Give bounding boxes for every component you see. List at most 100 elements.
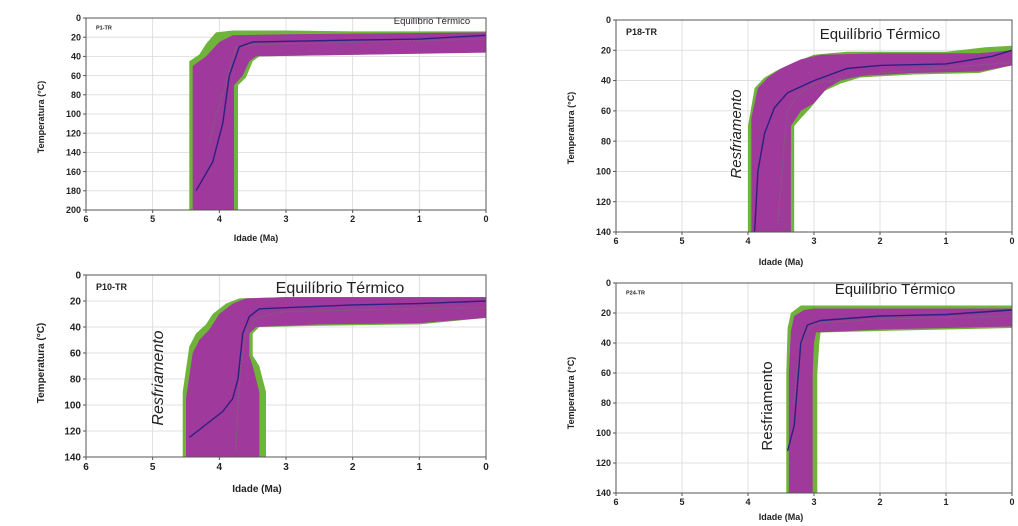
y-tick-label: 140 xyxy=(596,227,611,237)
purple-envelope xyxy=(186,297,486,457)
x-axis-label: Idade (Ma) xyxy=(759,257,804,267)
y-tick-label: 100 xyxy=(64,401,81,412)
x-tick-label: 6 xyxy=(613,497,618,507)
y-tick-label: 20 xyxy=(71,32,81,42)
x-tick-label: 0 xyxy=(483,462,489,473)
envelopes xyxy=(182,297,486,457)
panel-label: P18-TR xyxy=(626,27,658,37)
y-tick-label: 0 xyxy=(75,271,81,282)
best-path-line xyxy=(195,34,486,192)
envelopes xyxy=(748,45,1012,232)
x-tick-label: 4 xyxy=(745,236,750,246)
best-path-line xyxy=(786,309,1012,452)
annotation-cooling: Resfriamento xyxy=(759,361,776,450)
x-tick-label: 3 xyxy=(283,214,288,224)
y-tick-label: 40 xyxy=(601,76,611,86)
x-tick-label: 6 xyxy=(613,236,618,246)
y-tick-label: 40 xyxy=(71,52,81,62)
envelopes xyxy=(786,305,1012,493)
y-tick-label: 120 xyxy=(596,458,611,468)
y-tick-label: 100 xyxy=(66,109,81,119)
mean-path-line xyxy=(793,315,1012,404)
purple-envelope xyxy=(788,308,1012,493)
x-tick-label: 0 xyxy=(483,214,488,224)
x-tick-label: 4 xyxy=(745,497,750,507)
y-tick-label: 60 xyxy=(70,349,82,360)
annotation-thermal-equilibrium: Equilíbrio Térmico xyxy=(820,26,941,43)
panel-label: P1-TR xyxy=(96,26,112,32)
x-tick-label: 1 xyxy=(417,462,423,473)
y-tick-label: 0 xyxy=(606,278,611,288)
y-tick-label: 140 xyxy=(64,453,81,464)
x-tick-label: 5 xyxy=(150,214,155,224)
best-path-line xyxy=(188,300,486,439)
y-tick-label: 120 xyxy=(596,197,611,207)
y-tick-label: 0 xyxy=(606,15,611,25)
x-tick-label: 2 xyxy=(877,497,882,507)
panel-label: P10-TR xyxy=(96,282,128,292)
mean-path-line xyxy=(235,307,486,451)
x-tick-label: 3 xyxy=(283,462,289,473)
x-axis-label: Idade (Ma) xyxy=(759,512,804,522)
y-axis-label: Temperatura (°C) xyxy=(36,323,47,404)
y-axis-label: Temperatura (°C) xyxy=(566,357,576,429)
y-axis-label: Temperatura (°C) xyxy=(36,81,46,153)
x-tick-label: 0 xyxy=(1009,497,1014,507)
envelopes xyxy=(189,30,486,210)
y-tick-label: 120 xyxy=(64,427,81,438)
x-tick-label: 5 xyxy=(150,462,156,473)
y-tick-label: 80 xyxy=(601,136,611,146)
x-tick-label: 4 xyxy=(217,462,223,473)
mean-path-line xyxy=(777,61,1012,225)
y-tick-label: 180 xyxy=(66,186,81,196)
purple-envelope xyxy=(192,32,486,210)
x-tick-label: 0 xyxy=(1009,236,1014,246)
x-tick-label: 1 xyxy=(943,497,948,507)
y-tick-label: 120 xyxy=(66,128,81,138)
y-tick-label: 0 xyxy=(76,13,81,23)
y-tick-label: 80 xyxy=(71,90,81,100)
purple-envelope xyxy=(751,50,1012,232)
y-tick-label: 140 xyxy=(66,148,81,158)
annotation-cooling: Resfriamento xyxy=(150,330,167,425)
y-tick-label: 60 xyxy=(71,71,81,81)
annotation-thermal-equilibrium: Equilíbrio Térmico xyxy=(835,281,956,298)
y-tick-label: 140 xyxy=(596,488,611,498)
annotation-thermal-equilibrium: Equilíbrio Térmico xyxy=(276,280,405,297)
y-tick-label: 40 xyxy=(601,338,611,348)
x-axis-label: Idade (Ma) xyxy=(232,484,281,495)
y-axis-label: Temperatura (°C) xyxy=(566,92,576,164)
x-axis-label: Idade (Ma) xyxy=(234,233,279,243)
annotation-cooling: Resfriamento xyxy=(728,89,745,178)
x-tick-label: 2 xyxy=(350,462,356,473)
panel-label: P24-TR xyxy=(626,291,645,297)
x-tick-label: 6 xyxy=(83,214,88,224)
x-tick-label: 4 xyxy=(217,214,222,224)
annotation-thermal-equilibrium: Equilíbrio Térmico xyxy=(394,16,470,27)
x-tick-label: 2 xyxy=(877,236,882,246)
y-tick-label: 160 xyxy=(66,167,81,177)
y-tick-label: 20 xyxy=(70,297,82,308)
y-tick-label: 60 xyxy=(601,368,611,378)
y-tick-label: 100 xyxy=(596,167,611,177)
x-tick-label: 5 xyxy=(679,236,684,246)
x-tick-label: 1 xyxy=(943,236,948,246)
y-tick-label: 100 xyxy=(596,428,611,438)
x-tick-label: 3 xyxy=(811,497,816,507)
y-tick-label: 20 xyxy=(601,45,611,55)
y-tick-label: 20 xyxy=(601,308,611,318)
y-tick-label: 40 xyxy=(70,323,82,334)
y-tick-label: 60 xyxy=(601,106,611,116)
y-tick-label: 80 xyxy=(601,398,611,408)
y-tick-label: 200 xyxy=(66,205,81,215)
x-tick-label: 3 xyxy=(811,236,816,246)
x-tick-label: 6 xyxy=(83,462,89,473)
x-tick-label: 2 xyxy=(350,214,355,224)
mean-path-line xyxy=(208,38,486,143)
x-tick-label: 5 xyxy=(679,497,684,507)
